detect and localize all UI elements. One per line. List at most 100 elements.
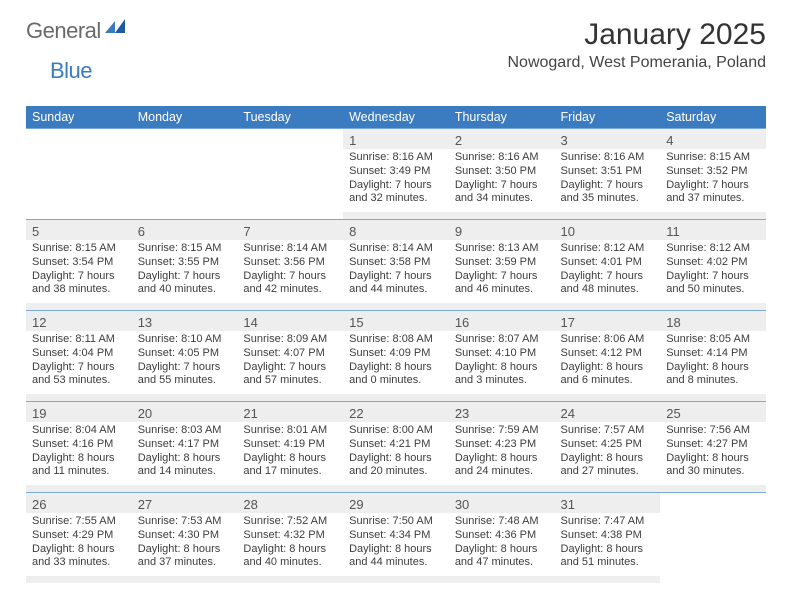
calendar-day-cell: 20Sunrise: 8:03 AMSunset: 4:17 PMDayligh… bbox=[132, 402, 238, 493]
day-info: Sunrise: 7:53 AMSunset: 4:30 PMDaylight:… bbox=[132, 513, 238, 576]
day-number: 22 bbox=[349, 406, 443, 421]
day-info: Sunrise: 8:11 AMSunset: 4:04 PMDaylight:… bbox=[26, 331, 132, 394]
calendar-day-cell: 18Sunrise: 8:05 AMSunset: 4:14 PMDayligh… bbox=[660, 311, 766, 402]
calendar-day-cell bbox=[237, 129, 343, 220]
day-info: Sunrise: 8:05 AMSunset: 4:14 PMDaylight:… bbox=[660, 331, 766, 394]
calendar-day-cell: 15Sunrise: 8:08 AMSunset: 4:09 PMDayligh… bbox=[343, 311, 449, 402]
day-info: Sunrise: 8:07 AMSunset: 4:10 PMDaylight:… bbox=[449, 331, 555, 394]
day-number: 9 bbox=[455, 224, 549, 239]
calendar-day-cell bbox=[132, 129, 238, 220]
calendar-day-cell: 14Sunrise: 8:09 AMSunset: 4:07 PMDayligh… bbox=[237, 311, 343, 402]
calendar-day-cell bbox=[660, 493, 766, 584]
calendar-day-cell: 2Sunrise: 8:16 AMSunset: 3:50 PMDaylight… bbox=[449, 129, 555, 220]
day-info: Sunrise: 7:52 AMSunset: 4:32 PMDaylight:… bbox=[237, 513, 343, 576]
day-number: 20 bbox=[138, 406, 232, 421]
calendar-day-cell: 31Sunrise: 7:47 AMSunset: 4:38 PMDayligh… bbox=[555, 493, 661, 584]
day-number: 21 bbox=[243, 406, 337, 421]
day-number: 25 bbox=[666, 406, 760, 421]
calendar-day-cell: 3Sunrise: 8:16 AMSunset: 3:51 PMDaylight… bbox=[555, 129, 661, 220]
calendar-day-cell: 24Sunrise: 7:57 AMSunset: 4:25 PMDayligh… bbox=[555, 402, 661, 493]
calendar-day-cell: 8Sunrise: 8:14 AMSunset: 3:58 PMDaylight… bbox=[343, 220, 449, 311]
weekday-header-row: SundayMondayTuesdayWednesdayThursdayFrid… bbox=[26, 106, 766, 129]
day-info: Sunrise: 8:15 AMSunset: 3:54 PMDaylight:… bbox=[26, 240, 132, 303]
calendar-day-cell: 1Sunrise: 8:16 AMSunset: 3:49 PMDaylight… bbox=[343, 129, 449, 220]
day-number: 15 bbox=[349, 315, 443, 330]
calendar-day-cell: 25Sunrise: 7:56 AMSunset: 4:27 PMDayligh… bbox=[660, 402, 766, 493]
calendar-day-cell: 7Sunrise: 8:14 AMSunset: 3:56 PMDaylight… bbox=[237, 220, 343, 311]
day-info: Sunrise: 8:12 AMSunset: 4:01 PMDaylight:… bbox=[555, 240, 661, 303]
weekday-header: Monday bbox=[132, 106, 238, 129]
calendar-week-row: 19Sunrise: 8:04 AMSunset: 4:16 PMDayligh… bbox=[26, 402, 766, 493]
day-number: 26 bbox=[32, 497, 126, 512]
day-info: Sunrise: 7:57 AMSunset: 4:25 PMDaylight:… bbox=[555, 422, 661, 485]
day-number: 14 bbox=[243, 315, 337, 330]
day-number: 24 bbox=[561, 406, 655, 421]
day-number: 5 bbox=[32, 224, 126, 239]
day-info: Sunrise: 7:48 AMSunset: 4:36 PMDaylight:… bbox=[449, 513, 555, 576]
calendar-day-cell: 16Sunrise: 8:07 AMSunset: 4:10 PMDayligh… bbox=[449, 311, 555, 402]
day-number: 17 bbox=[561, 315, 655, 330]
day-number: 4 bbox=[666, 133, 760, 148]
day-info: Sunrise: 7:59 AMSunset: 4:23 PMDaylight:… bbox=[449, 422, 555, 485]
calendar-day-cell: 6Sunrise: 8:15 AMSunset: 3:55 PMDaylight… bbox=[132, 220, 238, 311]
day-info: Sunrise: 8:03 AMSunset: 4:17 PMDaylight:… bbox=[132, 422, 238, 485]
day-number: 12 bbox=[32, 315, 126, 330]
calendar-week-row: 12Sunrise: 8:11 AMSunset: 4:04 PMDayligh… bbox=[26, 311, 766, 402]
calendar-day-cell: 11Sunrise: 8:12 AMSunset: 4:02 PMDayligh… bbox=[660, 220, 766, 311]
weekday-header: Friday bbox=[555, 106, 661, 129]
day-number: 19 bbox=[32, 406, 126, 421]
calendar-day-cell: 21Sunrise: 8:01 AMSunset: 4:19 PMDayligh… bbox=[237, 402, 343, 493]
day-info: Sunrise: 8:13 AMSunset: 3:59 PMDaylight:… bbox=[449, 240, 555, 303]
calendar-day-cell: 22Sunrise: 8:00 AMSunset: 4:21 PMDayligh… bbox=[343, 402, 449, 493]
day-number: 2 bbox=[455, 133, 549, 148]
weekday-header: Thursday bbox=[449, 106, 555, 129]
day-number: 10 bbox=[561, 224, 655, 239]
calendar-week-row: 5Sunrise: 8:15 AMSunset: 3:54 PMDaylight… bbox=[26, 220, 766, 311]
day-number: 18 bbox=[666, 315, 760, 330]
weekday-header: Tuesday bbox=[237, 106, 343, 129]
day-info: Sunrise: 8:16 AMSunset: 3:51 PMDaylight:… bbox=[555, 149, 661, 212]
calendar-day-cell: 12Sunrise: 8:11 AMSunset: 4:04 PMDayligh… bbox=[26, 311, 132, 402]
day-number: 28 bbox=[243, 497, 337, 512]
day-info: Sunrise: 8:01 AMSunset: 4:19 PMDaylight:… bbox=[237, 422, 343, 485]
calendar-day-cell: 13Sunrise: 8:10 AMSunset: 4:05 PMDayligh… bbox=[132, 311, 238, 402]
calendar-week-row: 1Sunrise: 8:16 AMSunset: 3:49 PMDaylight… bbox=[26, 129, 766, 220]
calendar-day-cell: 17Sunrise: 8:06 AMSunset: 4:12 PMDayligh… bbox=[555, 311, 661, 402]
day-number: 1 bbox=[349, 133, 443, 148]
day-info: Sunrise: 8:15 AMSunset: 3:52 PMDaylight:… bbox=[660, 149, 766, 212]
day-info: Sunrise: 7:56 AMSunset: 4:27 PMDaylight:… bbox=[660, 422, 766, 485]
calendar-day-cell: 27Sunrise: 7:53 AMSunset: 4:30 PMDayligh… bbox=[132, 493, 238, 584]
day-number: 11 bbox=[666, 224, 760, 239]
day-info: Sunrise: 8:15 AMSunset: 3:55 PMDaylight:… bbox=[132, 240, 238, 303]
calendar-day-cell: 30Sunrise: 7:48 AMSunset: 4:36 PMDayligh… bbox=[449, 493, 555, 584]
calendar-day-cell bbox=[26, 129, 132, 220]
day-number: 3 bbox=[561, 133, 655, 148]
calendar-day-cell: 26Sunrise: 7:55 AMSunset: 4:29 PMDayligh… bbox=[26, 493, 132, 584]
logo: General bbox=[26, 18, 127, 44]
day-info: Sunrise: 8:14 AMSunset: 3:56 PMDaylight:… bbox=[237, 240, 343, 303]
calendar-day-cell: 9Sunrise: 8:13 AMSunset: 3:59 PMDaylight… bbox=[449, 220, 555, 311]
day-info: Sunrise: 8:14 AMSunset: 3:58 PMDaylight:… bbox=[343, 240, 449, 303]
day-info: Sunrise: 8:06 AMSunset: 4:12 PMDaylight:… bbox=[555, 331, 661, 394]
weekday-header: Saturday bbox=[660, 106, 766, 129]
logo-text-2: Blue bbox=[50, 58, 92, 83]
calendar-day-cell: 23Sunrise: 7:59 AMSunset: 4:23 PMDayligh… bbox=[449, 402, 555, 493]
weekday-header: Wednesday bbox=[343, 106, 449, 129]
calendar-day-cell: 28Sunrise: 7:52 AMSunset: 4:32 PMDayligh… bbox=[237, 493, 343, 584]
day-info: Sunrise: 7:50 AMSunset: 4:34 PMDaylight:… bbox=[343, 513, 449, 576]
day-info: Sunrise: 7:55 AMSunset: 4:29 PMDaylight:… bbox=[26, 513, 132, 576]
calendar-day-cell: 10Sunrise: 8:12 AMSunset: 4:01 PMDayligh… bbox=[555, 220, 661, 311]
logo-text-1: General bbox=[26, 18, 101, 44]
day-info: Sunrise: 7:47 AMSunset: 4:38 PMDaylight:… bbox=[555, 513, 661, 576]
day-info: Sunrise: 8:12 AMSunset: 4:02 PMDaylight:… bbox=[660, 240, 766, 303]
calendar-day-cell: 5Sunrise: 8:15 AMSunset: 3:54 PMDaylight… bbox=[26, 220, 132, 311]
day-number: 31 bbox=[561, 497, 655, 512]
day-info: Sunrise: 8:08 AMSunset: 4:09 PMDaylight:… bbox=[343, 331, 449, 394]
day-number: 29 bbox=[349, 497, 443, 512]
weekday-header: Sunday bbox=[26, 106, 132, 129]
page-title: January 2025 bbox=[507, 18, 766, 52]
day-number: 23 bbox=[455, 406, 549, 421]
calendar-body: 1Sunrise: 8:16 AMSunset: 3:49 PMDaylight… bbox=[26, 129, 766, 584]
calendar-day-cell: 29Sunrise: 7:50 AMSunset: 4:34 PMDayligh… bbox=[343, 493, 449, 584]
day-number: 30 bbox=[455, 497, 549, 512]
